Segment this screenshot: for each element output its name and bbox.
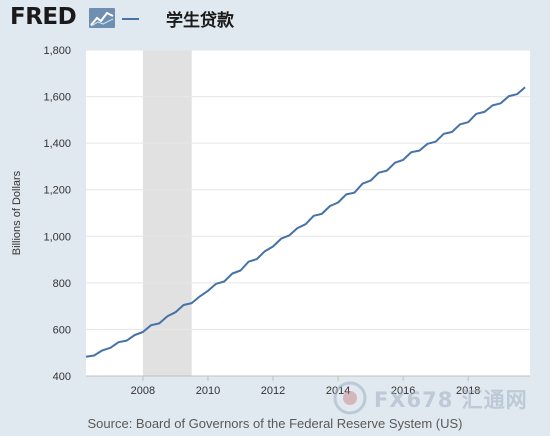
x-tick-label: 2016	[391, 385, 415, 397]
y-tick-label: 1,600	[43, 92, 71, 104]
watermark-logo-icon	[333, 381, 367, 415]
x-tick-label: 2012	[261, 385, 285, 397]
y-tick-label: 800	[53, 278, 71, 290]
y-tick-label: 1,400	[43, 138, 71, 150]
y-tick-label: 400	[53, 371, 71, 383]
chart-title: 学生贷款	[166, 11, 234, 31]
x-tick-label: 2010	[196, 385, 220, 397]
x-tick-label: 2008	[131, 385, 155, 397]
x-tick-label: 2018	[456, 385, 480, 397]
fred-logo[interactable]: FRED	[10, 4, 77, 30]
y-tick-label: 600	[53, 324, 71, 336]
recession-shading	[142, 50, 192, 376]
y-tick-label: 1,800	[43, 45, 71, 57]
source-note: Source: Board of Governors of the Federa…	[87, 416, 463, 431]
y-tick-label: 1,200	[43, 185, 71, 197]
y-tick-label: 1,000	[43, 231, 71, 243]
series-line	[85, 86, 526, 358]
watermark: FX678 汇通网	[330, 380, 535, 416]
legend-line-swatch	[122, 18, 139, 20]
watermark-text: FX678 汇通网	[374, 388, 528, 412]
line-graph-icon	[89, 8, 115, 28]
y-axis-label: Billions of Dollars	[11, 170, 23, 255]
header: FRED 学生贷款	[0, 0, 550, 40]
